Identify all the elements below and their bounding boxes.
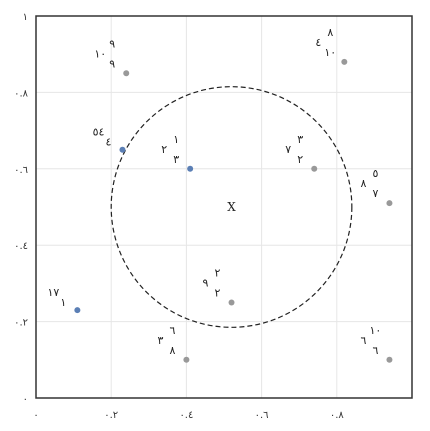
data-point <box>311 165 318 172</box>
point-label: ٢ <box>297 153 303 166</box>
point-label: ٢ <box>215 287 221 300</box>
y-tick-label: ٠.٢ <box>14 318 28 329</box>
point-label: ٢ <box>161 143 167 156</box>
point-label: ٣ <box>173 153 179 166</box>
data-point-group: ٥٤٤ <box>93 126 126 153</box>
point-label: ٤ <box>106 136 112 149</box>
data-point-group: ١٢٣ <box>161 133 194 172</box>
point-label: ٤ <box>315 36 321 49</box>
x-axis-ticks: ٠ ٠.٢ ٠.٤ ٠.٦ ٠.٨ <box>33 410 344 421</box>
point-label: ٦ <box>372 344 378 357</box>
y-tick-label: ٠.٤ <box>14 241 28 252</box>
point-label: ٩ <box>109 37 115 50</box>
point-label: ١٠ <box>94 47 106 60</box>
point-label: ١٠ <box>324 46 336 59</box>
y-tick-label: ٠.٨ <box>14 88 29 99</box>
data-point <box>119 146 126 153</box>
point-label: ٨ <box>360 177 366 190</box>
point-label: ٧ <box>285 143 291 156</box>
point-label: ٣ <box>297 133 303 146</box>
data-point <box>228 299 235 306</box>
point-label: ٩ <box>109 57 115 70</box>
point-label: ١ <box>173 133 179 146</box>
point-label: ٣ <box>157 334 163 347</box>
point-label: ١ <box>60 296 66 309</box>
data-point-group: ١٠ ٦٦ <box>360 324 393 363</box>
point-label: ١٧ <box>47 286 59 299</box>
data-point <box>74 307 81 314</box>
data-point-group: ١٧١ <box>47 286 81 314</box>
center-label: X <box>227 200 236 214</box>
x-tick-label: ٠.٦ <box>255 410 269 421</box>
data-point <box>341 58 348 65</box>
point-label: ٢ <box>215 267 221 280</box>
data-point <box>386 356 393 363</box>
y-axis-ticks: ٠ ٠.٢ ٠.٤ ٠.٦ ٠.٨ ١ <box>14 12 29 405</box>
data-point-group: ٣٧٢ <box>285 133 318 172</box>
y-tick-label: ٠ <box>23 394 28 405</box>
data-point-group: ٢٩٢ <box>203 267 235 306</box>
point-label: ٥ <box>372 167 378 180</box>
y-tick-label: ٠.٦ <box>14 165 28 176</box>
data-point <box>123 70 130 77</box>
x-tick-label: ٠.٨ <box>330 410 345 421</box>
data-point <box>386 200 393 207</box>
point-label: ٦ <box>360 334 366 347</box>
point-label: ٥٤ <box>93 126 105 139</box>
y-tick-label: ١ <box>23 12 28 23</box>
boundary-circle <box>110 86 353 328</box>
x-tick-label: ٠.٢ <box>104 410 118 421</box>
point-label: ٨ <box>327 26 333 39</box>
x-tick-label: ٠ <box>33 410 38 421</box>
data-point <box>187 165 194 172</box>
point-label: ٧ <box>372 187 378 200</box>
data-point-group: ٦٣٨ <box>157 324 190 363</box>
data-point-group: ٥٨٧ <box>360 167 393 207</box>
plot-frame <box>35 15 413 399</box>
grid-lines <box>36 16 412 398</box>
point-label: ٨ <box>169 344 175 357</box>
point-label: ٩ <box>203 277 209 290</box>
data-point <box>183 356 190 363</box>
point-label: ٦ <box>169 324 175 337</box>
point-label: ١٠ <box>370 324 382 337</box>
x-tick-label: ٠.٤ <box>179 410 193 421</box>
